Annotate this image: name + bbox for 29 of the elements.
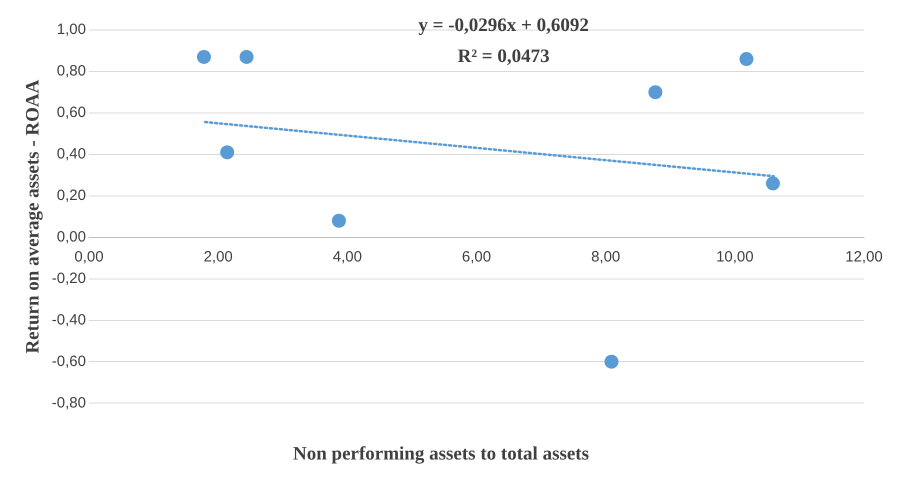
x-tick-label: 6,00 xyxy=(462,248,492,266)
point xyxy=(332,214,346,228)
point xyxy=(240,50,254,64)
y-tick-label: 1,00 xyxy=(56,21,86,38)
point xyxy=(220,145,234,160)
x-tick-label: 4,00 xyxy=(332,248,362,266)
x-axis-title: Non performing assets to total assets xyxy=(292,444,590,465)
y-tick-label: -0,80 xyxy=(52,394,86,412)
point xyxy=(739,52,754,66)
y-tick-label: 0,60 xyxy=(56,104,86,122)
point xyxy=(196,50,211,64)
x-tick-label: 0,00 xyxy=(74,248,104,266)
y-tick-label: -0,60 xyxy=(52,352,86,370)
y-tick-label: 0,40 xyxy=(56,146,86,163)
y-axis-title: Return on average assets - ROAA xyxy=(22,79,44,354)
y-tick-label: 0,80 xyxy=(56,62,86,80)
y-tick-label: -0,40 xyxy=(52,311,86,328)
point xyxy=(766,176,780,190)
x-tick-label: 8,00 xyxy=(591,248,620,266)
point xyxy=(604,354,618,369)
x-tick-label: 12,00 xyxy=(845,248,883,266)
y-tick-label: -0,20 xyxy=(52,270,86,287)
point xyxy=(648,85,662,100)
x-tick-label: 2,00 xyxy=(204,248,233,266)
y-tick-label: 0,00 xyxy=(56,228,86,246)
annotation: y = -0,0296x + 0,6092 xyxy=(418,14,589,36)
y-tick-label: 0,20 xyxy=(56,187,86,204)
annotation: R² = 0,0473 xyxy=(458,46,550,67)
x-tick-label: 10,00 xyxy=(716,248,754,266)
